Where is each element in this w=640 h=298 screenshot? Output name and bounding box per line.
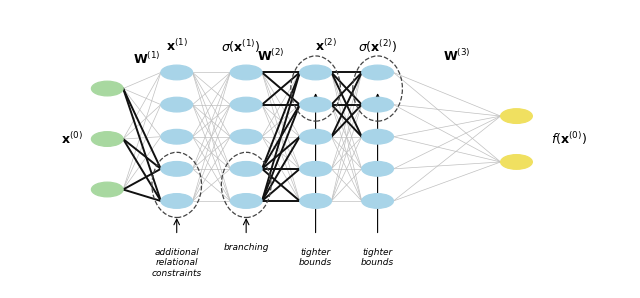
Circle shape (230, 65, 262, 80)
Text: $\sigma(\mathbf{x}^{(2)})$: $\sigma(\mathbf{x}^{(2)})$ (358, 38, 397, 55)
Circle shape (300, 97, 332, 112)
Text: $\sigma(\mathbf{x}^{(1)})$: $\sigma(\mathbf{x}^{(1)})$ (221, 38, 261, 55)
Circle shape (362, 65, 394, 80)
Text: $f(\mathbf{x}^{(0)})$: $f(\mathbf{x}^{(0)})$ (551, 131, 588, 148)
Circle shape (362, 194, 394, 208)
Circle shape (161, 97, 193, 112)
Circle shape (362, 97, 394, 112)
Text: $\mathbf{x}^{(0)}$: $\mathbf{x}^{(0)}$ (61, 131, 83, 147)
Circle shape (300, 129, 332, 144)
Text: $\mathbf{W}^{(3)}$: $\mathbf{W}^{(3)}$ (443, 49, 471, 64)
Circle shape (362, 162, 394, 176)
Text: $\mathbf{W}^{(2)}$: $\mathbf{W}^{(2)}$ (257, 49, 285, 64)
Circle shape (92, 81, 123, 96)
Text: additional
relational
constraints: additional relational constraints (152, 248, 202, 278)
Circle shape (500, 155, 532, 169)
Circle shape (230, 129, 262, 144)
Circle shape (161, 194, 193, 208)
Circle shape (161, 129, 193, 144)
Text: tighter
bounds: tighter bounds (361, 248, 394, 267)
Text: $\mathbf{W}^{(1)}$: $\mathbf{W}^{(1)}$ (133, 51, 161, 67)
Circle shape (300, 162, 332, 176)
Circle shape (230, 97, 262, 112)
Circle shape (500, 109, 532, 123)
Circle shape (161, 162, 193, 176)
Text: tighter
bounds: tighter bounds (299, 248, 332, 267)
Circle shape (161, 65, 193, 80)
Circle shape (230, 162, 262, 176)
Text: $\mathbf{x}^{(2)}$: $\mathbf{x}^{(2)}$ (315, 38, 337, 54)
Circle shape (92, 132, 123, 146)
Circle shape (230, 194, 262, 208)
Circle shape (362, 129, 394, 144)
Text: branching: branching (223, 243, 269, 252)
Circle shape (92, 182, 123, 197)
Circle shape (300, 194, 332, 208)
Circle shape (300, 65, 332, 80)
Text: $\mathbf{x}^{(1)}$: $\mathbf{x}^{(1)}$ (166, 38, 188, 54)
